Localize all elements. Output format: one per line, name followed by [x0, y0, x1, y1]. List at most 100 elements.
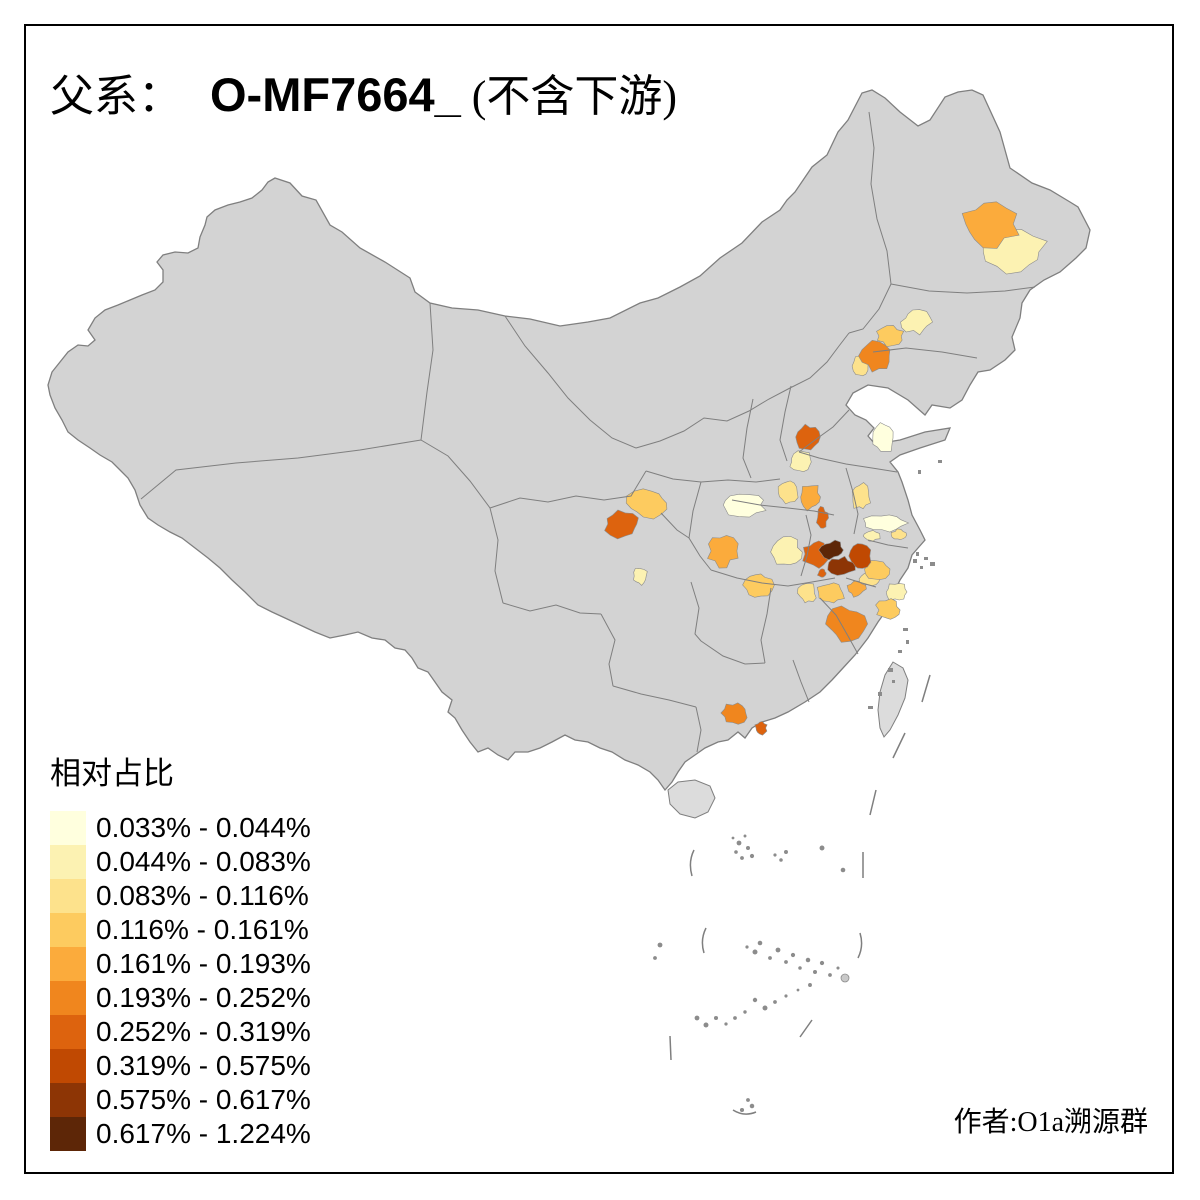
prefecture-region	[796, 583, 817, 604]
sea-island-dot	[840, 973, 850, 983]
legend-color-swatch	[50, 1049, 86, 1083]
islet-speck	[920, 566, 923, 569]
legend-rows: 0.033% - 0.044% 0.044% - 0.083% 0.083% - 0…	[50, 811, 311, 1151]
sea-island-dot	[773, 853, 777, 857]
prefecture-region	[720, 702, 748, 725]
prefecture-region	[858, 339, 891, 373]
coastal-islets	[868, 460, 942, 709]
sea-island-dot	[836, 966, 840, 970]
islet-speck	[930, 562, 935, 566]
colored-prefecture-regions	[604, 201, 1048, 736]
prefecture-region	[848, 543, 872, 569]
legend-color-swatch	[50, 981, 86, 1015]
legend-row: 0.116% - 0.161%	[50, 913, 311, 947]
sea-island-dot	[779, 858, 783, 862]
sea-island-dot	[743, 1010, 747, 1014]
sea-island-dot	[775, 947, 781, 953]
legend-range-label: 0.033% - 0.044%	[96, 812, 311, 843]
legend: 相对占比 0.033% - 0.044% 0.044% - 0.083% 0.083…	[50, 748, 311, 1151]
sea-island-dot	[733, 1016, 737, 1020]
legend-range-label: 0.161% - 0.193%	[96, 948, 311, 979]
prefecture-region	[816, 568, 827, 578]
legend-range-label: 0.116% - 0.161%	[96, 914, 309, 945]
prefecture-region	[876, 325, 905, 348]
prefecture-region	[777, 480, 799, 505]
legend-range-label: 0.044% - 0.083%	[96, 846, 311, 877]
legend-title: 相对占比	[50, 756, 174, 791]
sea-island-dot	[724, 1022, 728, 1026]
legend-color-swatch	[50, 947, 86, 981]
prefecture-region	[851, 482, 871, 510]
sea-island-dot	[796, 988, 800, 992]
south-china-sea-boundary-dashes	[669, 674, 931, 1115]
prefecture-region	[961, 201, 1020, 249]
sea-island-dot	[819, 845, 825, 851]
islet-speck	[916, 552, 919, 556]
sea-island-dot	[703, 1022, 709, 1028]
page-title: 父系： O-MF7664_ (不含下游)	[50, 60, 677, 124]
prefecture-region	[770, 536, 803, 565]
islet-speck	[903, 628, 908, 631]
prefecture-region	[625, 488, 668, 520]
islet-speck	[938, 460, 942, 463]
sea-island-dot	[739, 1107, 745, 1113]
sea-island-dot	[657, 942, 663, 948]
title-suffix: (不含下游)	[460, 72, 678, 121]
prefecture-region	[754, 720, 768, 736]
legend-range-label: 0.319% - 0.575%	[96, 1050, 311, 1081]
sea-island-dot	[736, 840, 742, 846]
prefecture-region	[863, 514, 910, 533]
title-haplogroup: O-MF7664_	[210, 68, 461, 121]
islet-speck	[868, 706, 873, 709]
province-borders	[140, 111, 1036, 753]
legend-color-swatch	[50, 1117, 86, 1151]
sea-island-dot	[653, 956, 657, 960]
legend-range-label: 0.617% - 1.224%	[96, 1118, 311, 1149]
prefecture-region	[827, 555, 856, 576]
title-prefix: 父系：	[50, 72, 182, 121]
islet-speck	[913, 559, 917, 563]
prefecture-region	[816, 582, 845, 604]
prefecture-region	[707, 535, 739, 569]
legend-color-swatch	[50, 1015, 86, 1049]
prefecture-region	[900, 309, 933, 336]
islet-speck	[924, 557, 928, 560]
legend-row: 0.319% - 0.575%	[50, 1049, 311, 1083]
prefecture-region	[800, 485, 821, 512]
prefecture-region	[864, 560, 891, 580]
sea-island-dot	[752, 997, 758, 1003]
sea-island-dot	[749, 853, 755, 859]
legend-row: 0.044% - 0.083%	[50, 845, 311, 879]
china-mainland-outline	[47, 89, 1091, 792]
south-china-sea-islands	[653, 834, 850, 1113]
sea-island-dot	[828, 973, 832, 977]
legend-range-label: 0.575% - 0.617%	[96, 1084, 311, 1115]
sea-island-dot	[734, 850, 738, 854]
legend-row: 0.083% - 0.116%	[50, 879, 311, 913]
prefecture-region	[742, 573, 775, 598]
sea-island-dot	[784, 850, 788, 854]
legend-color-swatch	[50, 811, 86, 845]
sea-island-dot	[812, 969, 818, 975]
legend-color-swatch	[50, 913, 86, 947]
prefecture-region	[862, 530, 881, 542]
author-credit: 作者:O1a溯源群	[953, 1107, 1148, 1138]
sea-island-dot	[752, 949, 758, 955]
hainan-island	[667, 779, 716, 819]
prefecture-region	[789, 450, 812, 473]
legend-row: 0.161% - 0.193%	[50, 947, 311, 981]
sea-island-dot	[694, 1015, 700, 1021]
prefecture-region	[875, 598, 901, 620]
taiwan-island	[877, 661, 909, 738]
prefecture-region	[818, 539, 844, 561]
sea-island-dot	[743, 834, 747, 838]
islet-speck	[906, 640, 909, 644]
sea-island-dot	[749, 1103, 755, 1109]
prefecture-region	[885, 583, 908, 601]
sea-island-dot	[819, 960, 825, 966]
sea-island-dot	[784, 960, 788, 964]
sea-island-dot	[745, 845, 751, 851]
sea-island-dot	[784, 994, 788, 998]
